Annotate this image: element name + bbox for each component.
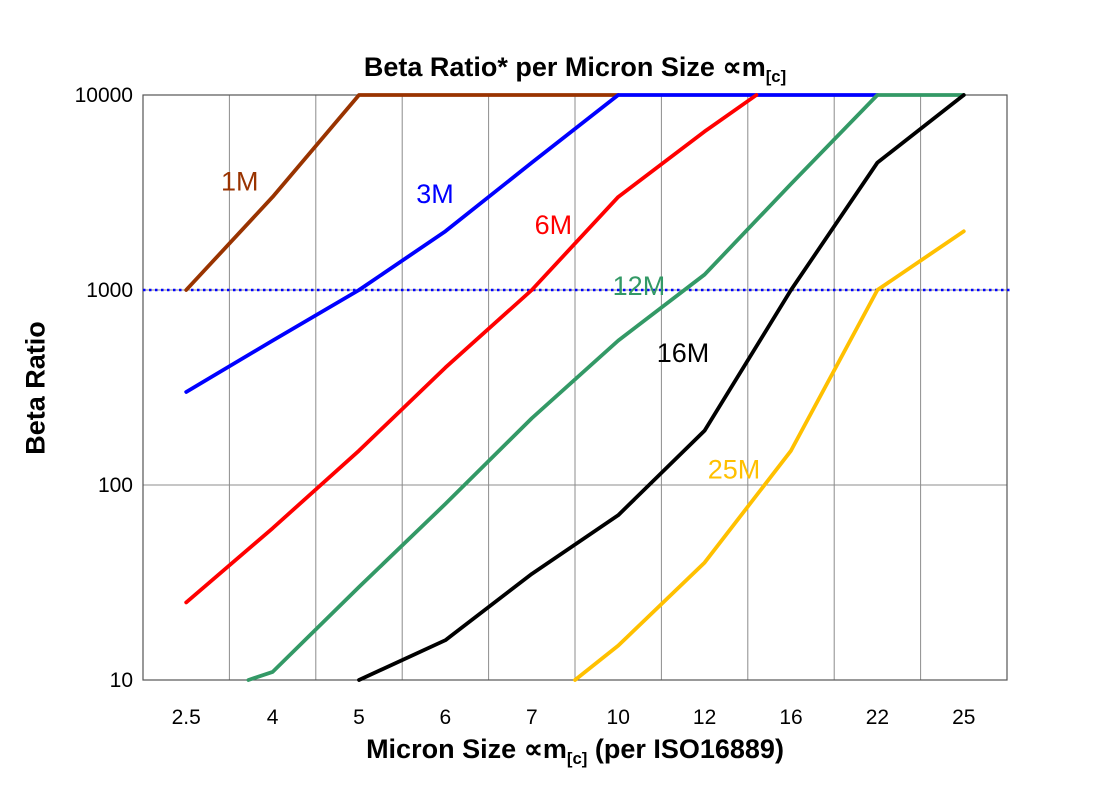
series-line-12M: [246, 93, 966, 682]
x-tick-label: 10: [607, 706, 630, 729]
series-line-3M: [184, 93, 880, 394]
series-line-16M: [357, 93, 966, 682]
series-label-25M: 25M: [708, 455, 761, 485]
x-axis-title-suffix: (per ISO16889): [587, 734, 784, 764]
y-tick-label: 10000: [75, 84, 133, 107]
x-axis-title-subscript: [c]: [566, 748, 588, 768]
x-tick-label: 4: [267, 706, 279, 729]
series-label-12M: 12M: [613, 271, 666, 301]
series-label-16M: 16M: [657, 338, 710, 368]
x-tick-label: 22: [866, 706, 889, 729]
series-label-1M: 1M: [221, 167, 259, 197]
y-tick-label: 100: [98, 474, 133, 497]
x-tick-label: 25: [952, 706, 975, 729]
x-tick-label: 12: [693, 706, 716, 729]
chart-title-subscript: [c]: [765, 66, 787, 86]
chart-title: Beta Ratio* per Micron Size ∝m[c]: [143, 52, 1007, 86]
x-tick-label: 5: [353, 706, 365, 729]
y-axis-title: Beta Ratio: [20, 321, 51, 455]
x-axis-title-text: Micron Size ∝m: [366, 734, 567, 764]
x-tick-label: 16: [779, 706, 802, 729]
series-label-6M: 6M: [535, 210, 573, 240]
x-tick-label: 6: [440, 706, 452, 729]
series-label-3M: 3M: [416, 179, 454, 209]
x-tick-label: 7: [526, 706, 538, 729]
x-axis-title: Micron Size ∝m[c] (per ISO16889): [143, 734, 1007, 768]
series-line-25M: [573, 229, 966, 682]
chart-title-text: Beta Ratio* per Micron Size ∝m: [363, 52, 766, 82]
x-tick-label: 2.5: [172, 706, 201, 729]
series-line-1M: [184, 93, 621, 292]
y-tick-label: 10: [110, 669, 133, 692]
series-line-6M: [184, 93, 759, 605]
y-tick-label: 1000: [86, 279, 133, 302]
